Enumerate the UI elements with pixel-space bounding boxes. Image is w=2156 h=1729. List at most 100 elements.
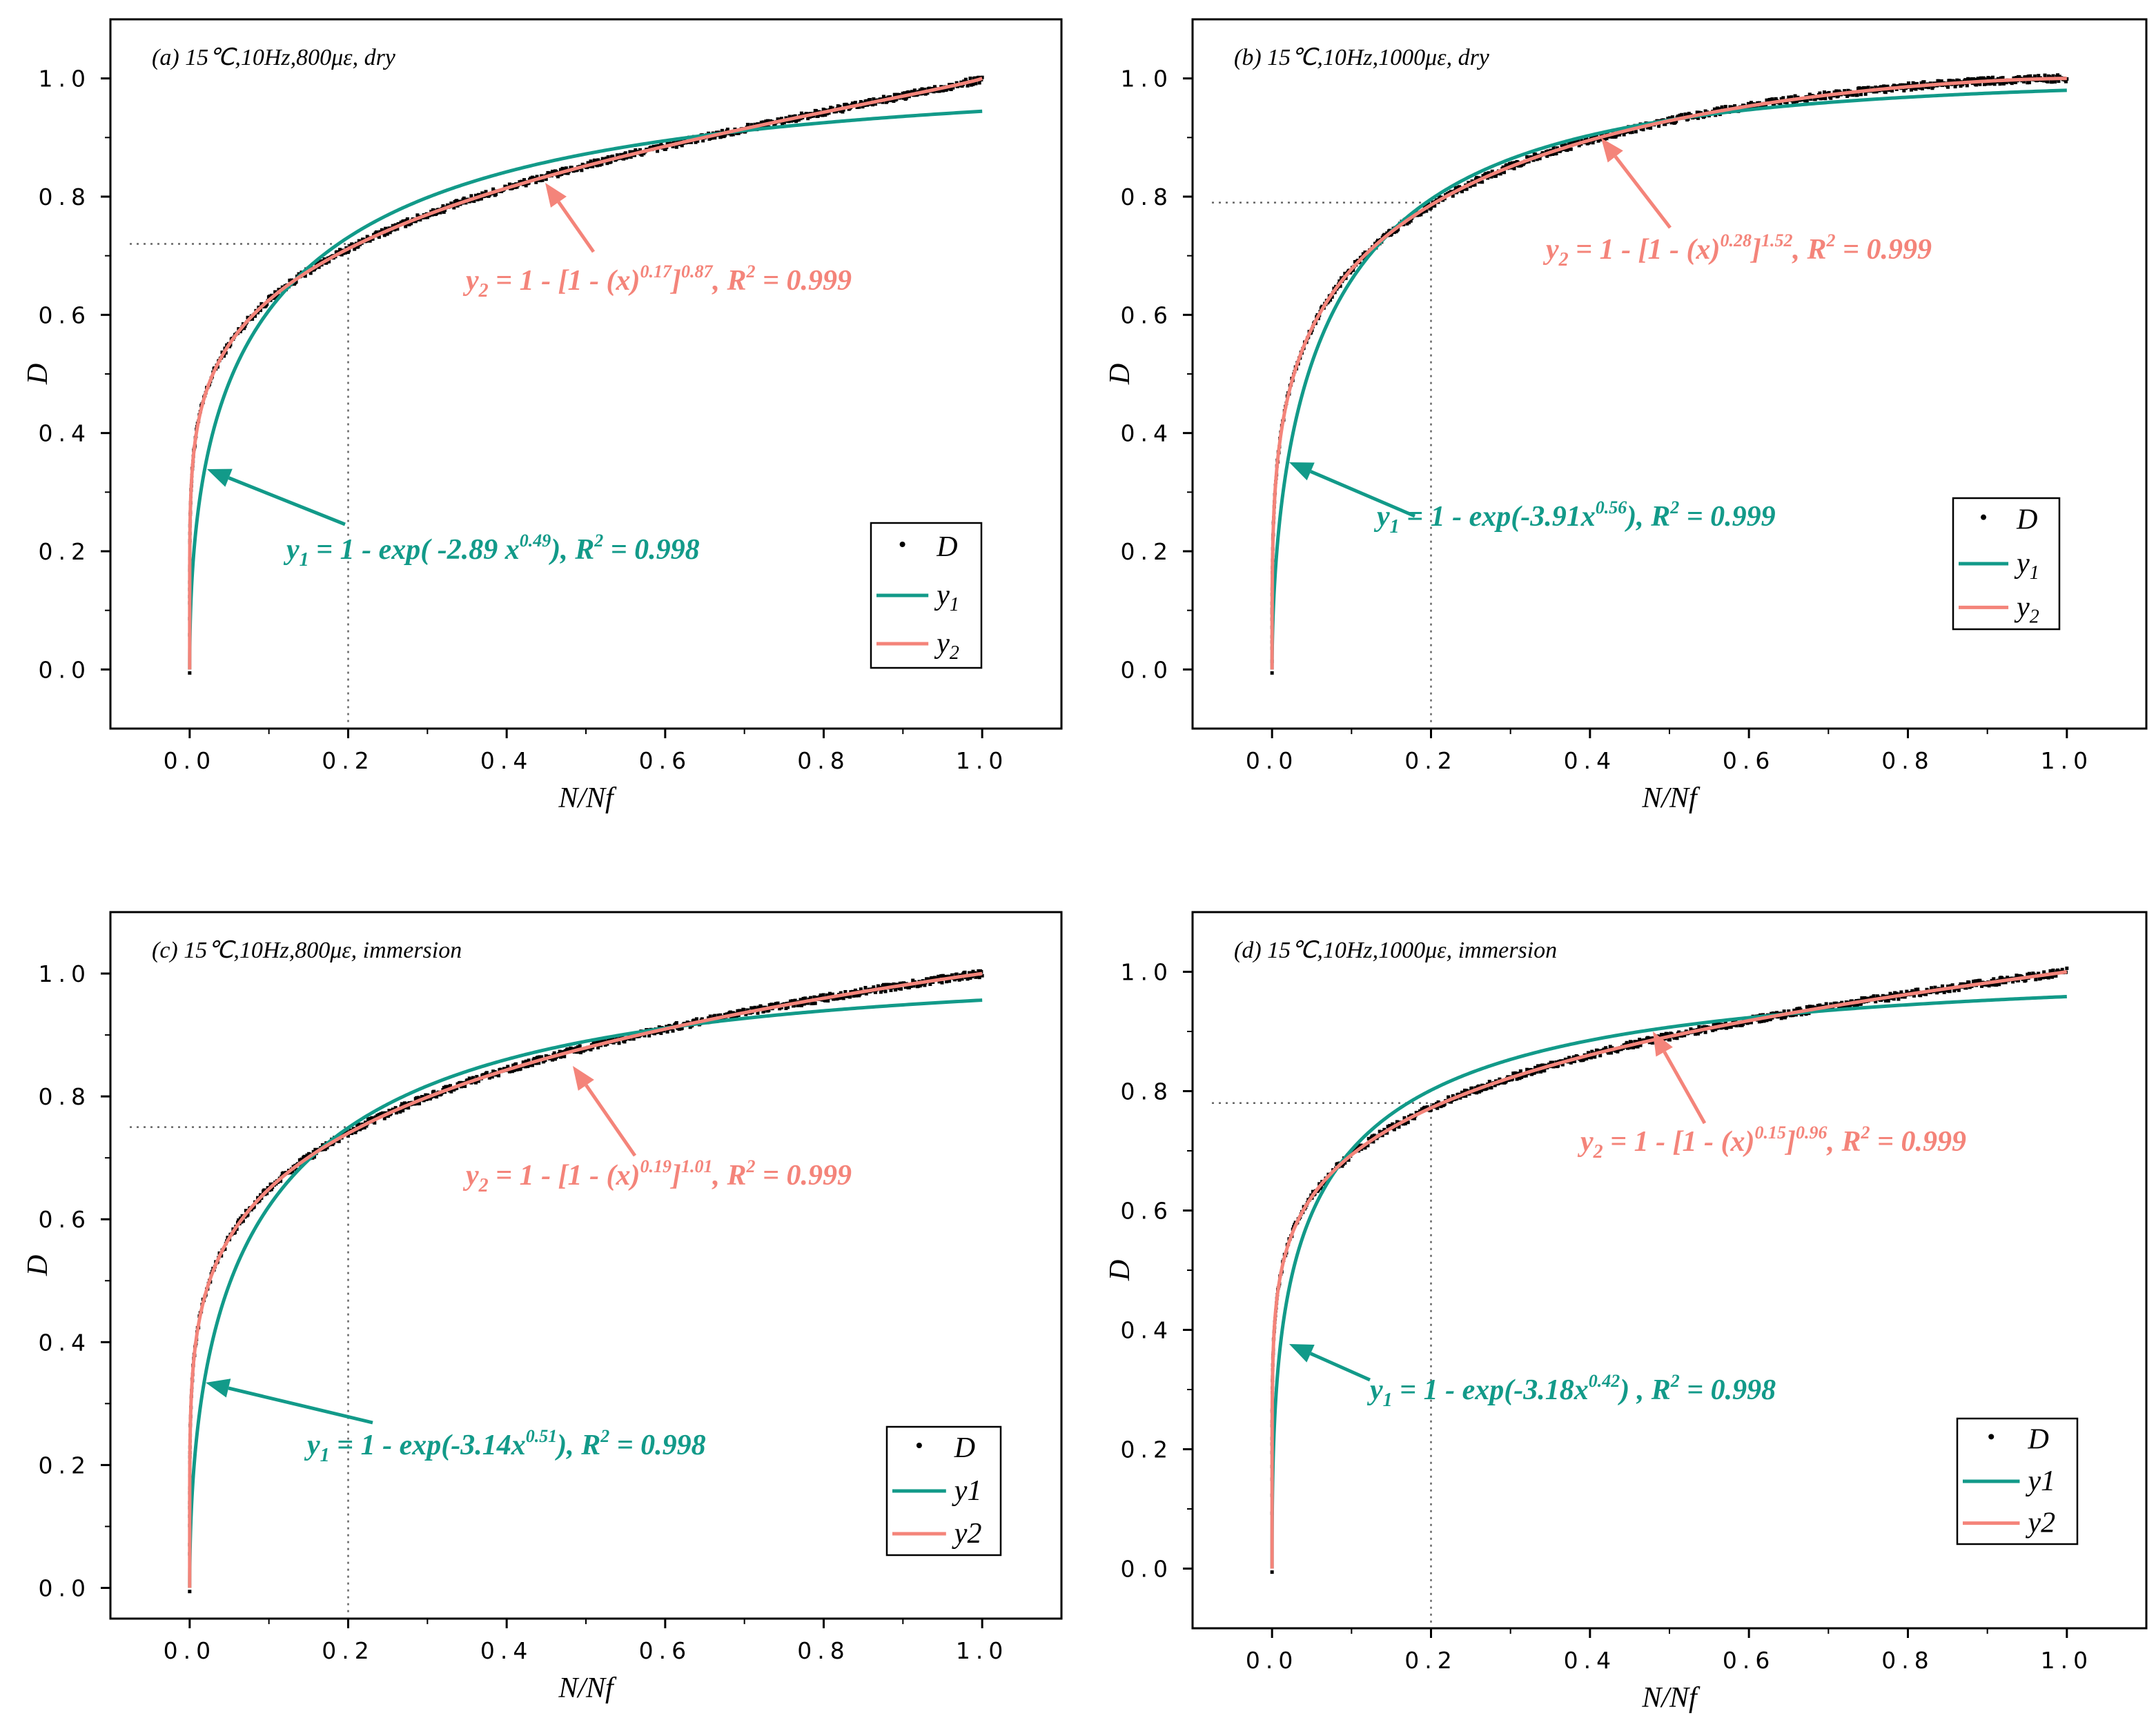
data-point — [790, 999, 794, 1003]
data-point — [467, 1076, 471, 1080]
data-point — [494, 192, 498, 197]
data-point — [1567, 1056, 1571, 1060]
data-point — [1749, 1020, 1753, 1025]
data-point — [2057, 79, 2061, 83]
data-point — [1827, 90, 1831, 95]
data-point — [971, 969, 975, 974]
data-point — [380, 228, 384, 232]
data-point — [1810, 1005, 1814, 1009]
data-point — [656, 149, 660, 153]
data-point — [774, 1002, 778, 1006]
data-point — [1912, 82, 1916, 86]
data-point — [868, 98, 872, 102]
data-point — [830, 106, 834, 110]
data-point — [1914, 81, 1919, 86]
data-point — [1524, 1074, 1528, 1078]
data-point — [2032, 972, 2036, 976]
data-point — [1487, 171, 1491, 175]
data-point — [1619, 1047, 1623, 1051]
y1-annotation-arrow-head — [207, 468, 233, 487]
data-point — [1391, 1122, 1395, 1126]
data-point — [2022, 79, 2026, 83]
data-point — [948, 83, 952, 87]
data-point — [1486, 176, 1490, 180]
data-point — [883, 983, 887, 987]
data-point — [789, 999, 793, 1003]
data-point — [424, 1093, 428, 1097]
y-tick-label: 0.2 — [39, 538, 91, 565]
data-point — [337, 1139, 341, 1143]
data-point — [1757, 1020, 1761, 1024]
data-point — [707, 1016, 711, 1020]
data-point — [892, 92, 896, 97]
data-point — [1311, 1189, 1315, 1194]
data-point — [1948, 989, 1952, 994]
data-point — [1424, 209, 1429, 213]
data-point — [1319, 1185, 1323, 1189]
data-point — [819, 993, 823, 997]
data-point — [1978, 82, 1982, 86]
data-point — [963, 77, 968, 81]
data-point — [826, 999, 830, 1003]
data-point — [779, 117, 783, 121]
data-point — [1881, 994, 1885, 998]
data-point — [1494, 174, 1498, 178]
data-point — [1946, 85, 1950, 89]
data-point — [838, 104, 842, 108]
data-point — [729, 132, 734, 137]
data-point — [589, 159, 593, 164]
data-point — [836, 104, 840, 108]
data-point — [484, 190, 488, 194]
data-point — [402, 219, 406, 223]
data-point — [1551, 152, 1555, 156]
data-point — [1525, 1067, 1529, 1071]
data-point — [2014, 80, 2018, 84]
legend-D-marker — [916, 1443, 922, 1448]
data-point — [1591, 141, 1595, 145]
data-point — [745, 1008, 749, 1012]
data-point — [1869, 996, 1873, 1000]
data-point — [1451, 1094, 1455, 1098]
data-point — [2064, 79, 2068, 83]
data-point — [1829, 96, 1833, 100]
data-point — [1502, 170, 1506, 175]
data-point — [1594, 135, 1598, 139]
data-point — [1883, 90, 1888, 95]
data-point — [2043, 73, 2047, 77]
data-point — [246, 315, 250, 319]
data-point — [1959, 982, 1963, 986]
data-point — [404, 224, 408, 228]
data-point — [521, 1060, 525, 1065]
data-point — [1589, 1056, 1593, 1060]
data-point — [977, 976, 981, 980]
data-point — [476, 197, 480, 201]
data-point — [863, 985, 868, 989]
y-tick-label: 0.8 — [39, 1083, 91, 1110]
data-point — [438, 210, 442, 215]
data-point — [2045, 975, 2049, 979]
data-point — [665, 1030, 669, 1034]
data-point — [770, 1002, 774, 1007]
x-tick-label: 1.0 — [956, 1637, 1008, 1664]
data-point — [459, 1085, 463, 1089]
data-point — [853, 101, 857, 105]
data-point — [1531, 158, 1536, 162]
data-point — [1405, 221, 1409, 226]
data-point — [761, 120, 765, 124]
data-point — [1882, 84, 1886, 88]
x-tick-label: 1.0 — [956, 747, 1008, 774]
data-point — [1476, 176, 1480, 180]
data-point — [484, 1071, 489, 1075]
x-tick-label: 0.0 — [164, 747, 216, 774]
data-point — [807, 115, 812, 119]
data-point — [2028, 74, 2032, 78]
data-point — [1429, 206, 1433, 210]
data-point — [1481, 1087, 1485, 1091]
data-point — [1409, 219, 1413, 223]
data-point — [2001, 81, 2006, 86]
data-point — [716, 1014, 721, 1018]
data-point — [1473, 1090, 1477, 1094]
data-point — [1670, 115, 1674, 119]
data-point — [497, 1074, 501, 1078]
data-point — [818, 113, 822, 117]
